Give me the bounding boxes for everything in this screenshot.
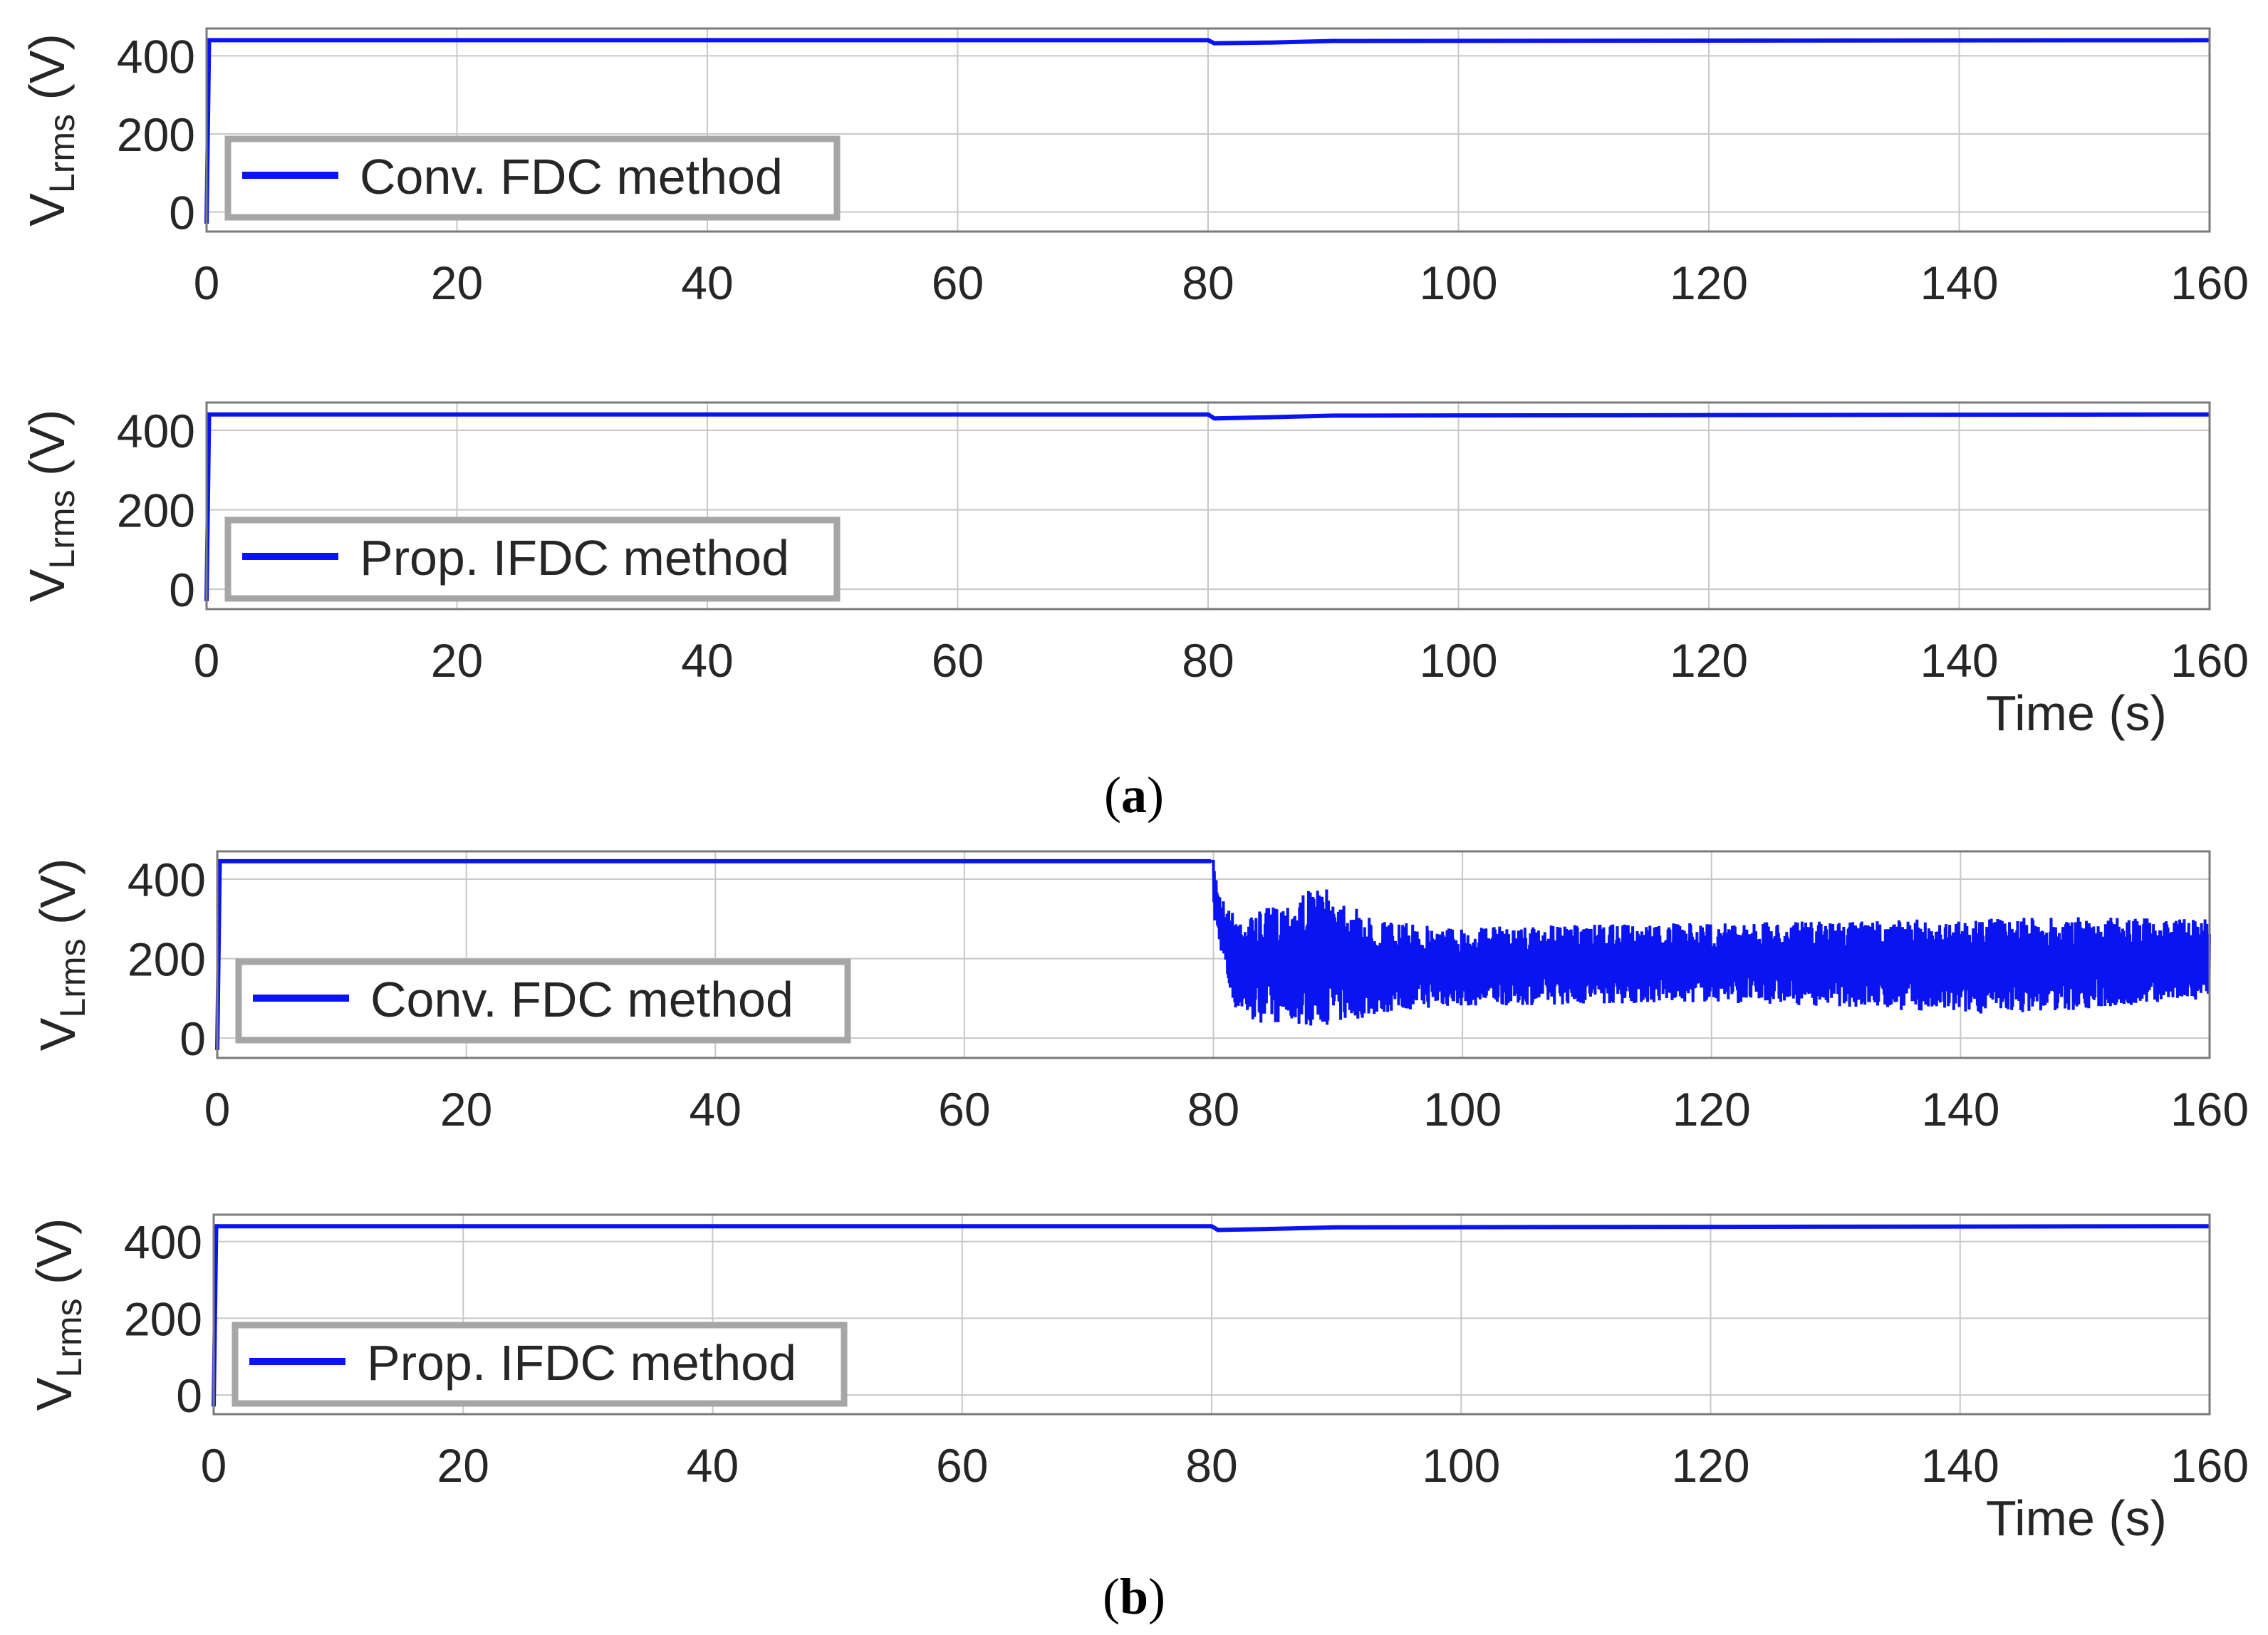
y-axis-label: VLrms (V) xyxy=(26,1218,89,1411)
y-tick-label: 400 xyxy=(124,1216,202,1269)
series-line-1 xyxy=(204,38,2210,224)
x-tick-label: 40 xyxy=(681,256,733,309)
y-tick-label: 400 xyxy=(117,405,195,457)
chart-panel-3: 0 20 40 60 80 100 120 140 160 0 200 400 VLrms (V) Con… xyxy=(30,850,2249,1136)
y-tick-label: 400 xyxy=(117,30,195,83)
chart-panel-1: 0 20 40 60 80 100 120 140 160 0 200 400 VLrms (V) Con… xyxy=(19,27,2249,309)
x-tick-label: 160 xyxy=(2170,256,2249,309)
x-tick-label: 140 xyxy=(1921,1439,1999,1492)
y-axis-label: VLrms (V) xyxy=(30,858,93,1052)
legend-label: Prop. IFDC method xyxy=(367,1335,796,1391)
y-tick-label: 200 xyxy=(117,108,195,161)
x-tick-label: 60 xyxy=(932,256,984,309)
x-tick-label: 40 xyxy=(687,1439,739,1492)
x-tick-label: 160 xyxy=(2170,1083,2249,1136)
y-axis-label: VLrms (V) xyxy=(19,410,82,603)
chart-panel-2: 0 20 40 60 80 100 120 140 160 0 200 400 VLrms (V) Tim… xyxy=(19,401,2249,741)
axes-frame xyxy=(216,850,2211,1059)
legend-label: Conv. FDC method xyxy=(370,972,794,1027)
caption-a: (a) xyxy=(1104,767,1164,824)
y-tick-label: 0 xyxy=(169,187,195,239)
legend: Prop. IFDC method xyxy=(232,1322,848,1407)
x-tick-label: 80 xyxy=(1182,634,1234,687)
legend: Prop. IFDC method xyxy=(224,517,841,602)
y-tick-label: 0 xyxy=(180,1012,206,1065)
y-tick-label: 200 xyxy=(124,1292,202,1345)
x-tick-label: 60 xyxy=(936,1439,988,1492)
x-tick-label: 20 xyxy=(431,256,483,309)
series-line-1 xyxy=(215,858,1211,1050)
x-tick-label: 140 xyxy=(1920,256,1998,309)
axes-frame xyxy=(212,1213,2211,1416)
y-axis-label: VLrms (V) xyxy=(19,33,82,227)
x-tick-label: 100 xyxy=(1419,256,1497,309)
x-tick-label: 0 xyxy=(194,634,220,687)
x-tick-label: 100 xyxy=(1419,634,1497,687)
legend-label: Prop. IFDC method xyxy=(360,530,789,586)
x-tick-label: 20 xyxy=(431,634,483,687)
x-tick-label: 20 xyxy=(437,1439,489,1492)
x-tick-label: 0 xyxy=(204,1083,231,1136)
x-tick-label: 80 xyxy=(1185,1439,1237,1492)
caption-b: (b) xyxy=(1103,1568,1165,1625)
x-tick-label: 120 xyxy=(1670,256,1748,309)
x-tick-label: 40 xyxy=(690,1083,742,1136)
y-tick-label: 400 xyxy=(128,853,206,906)
series-line-1 xyxy=(212,1224,2210,1407)
x-tick-label: 80 xyxy=(1182,256,1234,309)
legend: Conv. FDC method xyxy=(235,958,851,1044)
series-oscillation xyxy=(1211,859,2211,1026)
y-tick-label: 0 xyxy=(169,564,195,616)
x-tick-label: 40 xyxy=(681,634,733,687)
y-tick-label: 0 xyxy=(176,1369,202,1422)
x-tick-label: 20 xyxy=(440,1083,492,1136)
x-tick-label: 100 xyxy=(1422,1439,1500,1492)
axes-frame xyxy=(205,27,2211,233)
x-tick-label: 120 xyxy=(1673,1083,1751,1136)
legend: Conv. FDC method xyxy=(224,135,841,221)
x-tick-label: 160 xyxy=(2170,634,2249,687)
axes-frame xyxy=(205,401,2211,611)
chart-panel-4: 0 20 40 60 80 100 120 140 160 0 200 400 VLrms (V) Tim… xyxy=(26,1213,2249,1546)
series-line-1 xyxy=(204,412,2210,601)
x-tick-label: 140 xyxy=(1921,1083,1999,1136)
x-axis-label: Time (s) xyxy=(1986,685,2167,741)
x-tick-label: 160 xyxy=(2170,1439,2249,1492)
x-tick-label: 60 xyxy=(938,1083,990,1136)
x-tick-label: 0 xyxy=(201,1439,227,1492)
x-axis-label: Time (s) xyxy=(1986,1490,2167,1546)
x-tick-label: 0 xyxy=(194,256,220,309)
legend-label: Conv. FDC method xyxy=(360,149,783,204)
x-tick-label: 80 xyxy=(1187,1083,1239,1136)
x-tick-label: 120 xyxy=(1671,1439,1749,1492)
y-tick-label: 200 xyxy=(128,933,206,986)
legend-box xyxy=(232,1322,848,1407)
x-tick-label: 140 xyxy=(1920,634,1998,687)
x-tick-label: 120 xyxy=(1670,634,1748,687)
x-tick-label: 100 xyxy=(1423,1083,1502,1136)
x-tick-label: 60 xyxy=(932,634,984,687)
y-tick-label: 200 xyxy=(117,484,195,537)
